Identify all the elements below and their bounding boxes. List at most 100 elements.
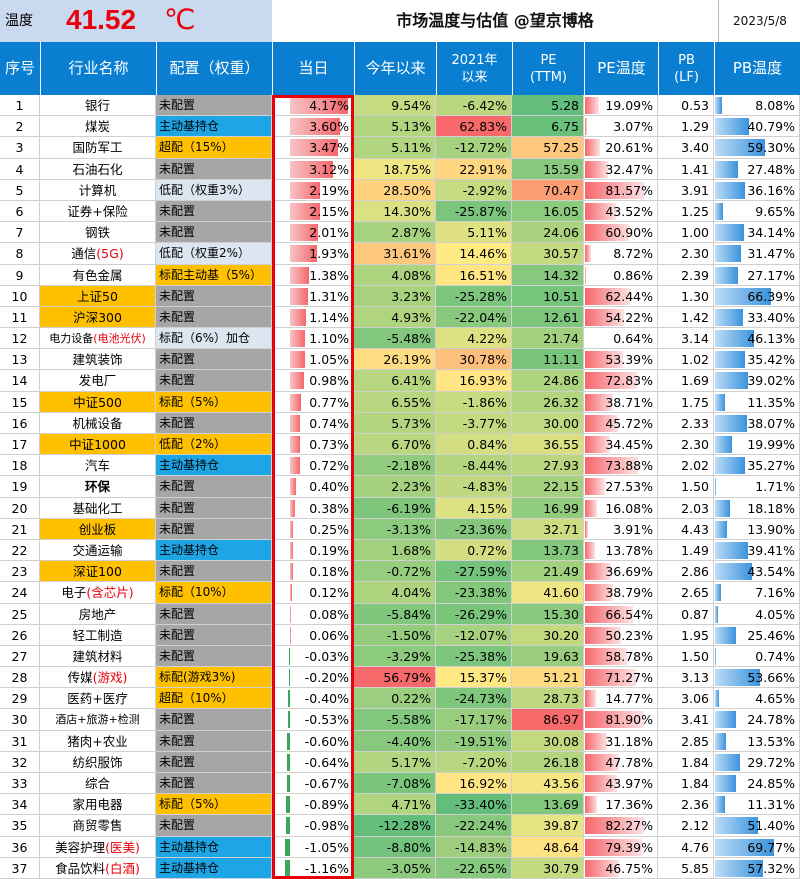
since-2021-change[interactable]: -24.73% [436,688,512,710]
row-index[interactable]: 33 [0,773,40,795]
config-cell[interactable]: 标配（6%）加仓 [156,328,272,350]
pe-temperature[interactable]: 0.64% [584,328,658,350]
today-change[interactable]: -0.89% [272,794,354,816]
row-index[interactable]: 20 [0,497,40,519]
ytd-change[interactable]: -4.40% [354,730,436,752]
header-pe-temp[interactable]: PE温度 [584,42,658,95]
since-2021-change[interactable]: 15.37% [436,667,512,689]
since-2021-change[interactable]: -26.29% [436,603,512,625]
row-index[interactable]: 11 [0,306,40,329]
config-cell[interactable]: 未配置 [156,645,272,668]
industry-name-cell[interactable]: 电力设备(电池光伏) [40,328,156,350]
pb-lf[interactable]: 5.85 [658,857,714,879]
since-2021-change[interactable]: 16.51% [436,264,512,286]
pb-temperature[interactable]: 4.05% [714,603,800,625]
pe-ttm[interactable]: 41.60 [512,582,584,604]
ytd-change[interactable]: 28.50% [354,179,436,201]
since-2021-change[interactable]: -23.38% [436,582,512,604]
config-cell[interactable]: 低配（权重3%） [156,179,272,201]
pb-lf[interactable]: 1.42 [658,306,714,329]
pb-temperature[interactable]: 24.78% [714,709,800,731]
pe-temperature[interactable]: 0.86% [584,264,658,286]
ytd-change[interactable]: -8.80% [354,836,436,858]
pe-temperature[interactable]: 31.18% [584,730,658,752]
today-change[interactable]: 0.77% [272,391,354,413]
ytd-change[interactable]: -3.05% [354,857,436,879]
pb-temperature[interactable]: 39.02% [714,370,800,392]
ytd-change[interactable]: 6.55% [354,391,436,413]
industry-name-cell[interactable]: 计算机 [40,179,156,201]
ytd-change[interactable]: 56.79% [354,667,436,689]
ytd-change[interactable]: -5.48% [354,328,436,350]
pb-temperature[interactable]: 4.65% [714,688,800,710]
today-change[interactable]: 0.25% [272,518,354,540]
row-index[interactable]: 37 [0,857,40,879]
pb-temperature[interactable]: 18.18% [714,497,800,519]
pe-temperature[interactable]: 73.88% [584,455,658,477]
pe-temperature[interactable]: 45.72% [584,412,658,435]
pb-temperature[interactable]: 0.74% [714,645,800,668]
since-2021-change[interactable]: -4.83% [436,476,512,498]
pe-ttm[interactable]: 14.32 [512,264,584,286]
pe-ttm[interactable]: 36.55 [512,434,584,456]
pb-lf[interactable]: 1.84 [658,773,714,795]
config-cell[interactable]: 主动基持仓 [156,836,272,858]
ytd-change[interactable]: 5.13% [354,116,436,138]
pb-lf[interactable]: 1.02 [658,349,714,371]
pe-temperature[interactable]: 58.78% [584,645,658,668]
pb-lf[interactable]: 0.53 [658,95,714,117]
config-cell[interactable]: 未配置 [156,95,272,117]
row-index[interactable]: 12 [0,328,40,350]
since-2021-change[interactable]: -22.24% [436,815,512,837]
since-2021-change[interactable]: 4.22% [436,328,512,350]
since-2021-change[interactable]: -17.17% [436,709,512,731]
row-index[interactable]: 9 [0,264,40,286]
industry-name-cell[interactable]: 环保 [40,476,156,498]
pb-temperature[interactable]: 29.72% [714,751,800,774]
pb-temperature[interactable]: 43.54% [714,561,800,583]
row-index[interactable]: 26 [0,624,40,646]
ytd-change[interactable]: 5.17% [354,751,436,774]
pe-ttm[interactable]: 15.30 [512,603,584,625]
ytd-change[interactable]: 5.11% [354,137,436,159]
pb-lf[interactable]: 1.29 [658,116,714,138]
industry-name-cell[interactable]: 纺织服饰 [40,751,156,774]
pe-temperature[interactable]: 79.39% [584,836,658,858]
today-change[interactable]: 3.47% [272,137,354,159]
pe-temperature[interactable]: 66.54% [584,603,658,625]
today-change[interactable]: -0.98% [272,815,354,837]
pe-temperature[interactable]: 19.09% [584,95,658,117]
pb-lf[interactable]: 1.95 [658,624,714,646]
since-2021-change[interactable]: 5.11% [436,222,512,244]
pb-lf[interactable]: 1.84 [658,751,714,774]
pb-lf[interactable]: 2.86 [658,561,714,583]
pb-lf[interactable]: 3.40 [658,137,714,159]
industry-name-cell[interactable]: 银行 [40,95,156,117]
since-2021-change[interactable]: -12.07% [436,624,512,646]
since-2021-change[interactable]: -1.86% [436,391,512,413]
pb-temperature[interactable]: 53.66% [714,667,800,689]
today-change[interactable]: -0.60% [272,730,354,752]
pe-temperature[interactable]: 81.90% [584,709,658,731]
industry-name-cell[interactable]: 机械设备 [40,412,156,435]
header-pb[interactable]: PB (LF) [658,42,714,95]
today-change[interactable]: 2.01% [272,222,354,244]
today-change[interactable]: 0.73% [272,434,354,456]
pe-temperature[interactable]: 46.75% [584,857,658,879]
pe-temperature[interactable]: 54.22% [584,306,658,329]
row-index[interactable]: 10 [0,285,40,307]
pe-temperature[interactable]: 36.69% [584,561,658,583]
config-cell[interactable]: 未配置 [156,200,272,223]
since-2021-change[interactable]: 62.83% [436,116,512,138]
ytd-change[interactable]: 18.75% [354,158,436,180]
pb-lf[interactable]: 1.50 [658,476,714,498]
pb-lf[interactable]: 2.33 [658,412,714,435]
pe-ttm[interactable]: 24.06 [512,222,584,244]
pe-temperature[interactable]: 32.47% [584,158,658,180]
ytd-change[interactable]: -5.58% [354,709,436,731]
config-cell[interactable]: 标配（5%） [156,794,272,816]
row-index[interactable]: 22 [0,539,40,562]
header-pb-temp[interactable]: PB温度 [714,42,800,95]
header-config[interactable]: 配置（权重） [156,42,272,95]
industry-name-cell[interactable]: 石油石化 [40,158,156,180]
